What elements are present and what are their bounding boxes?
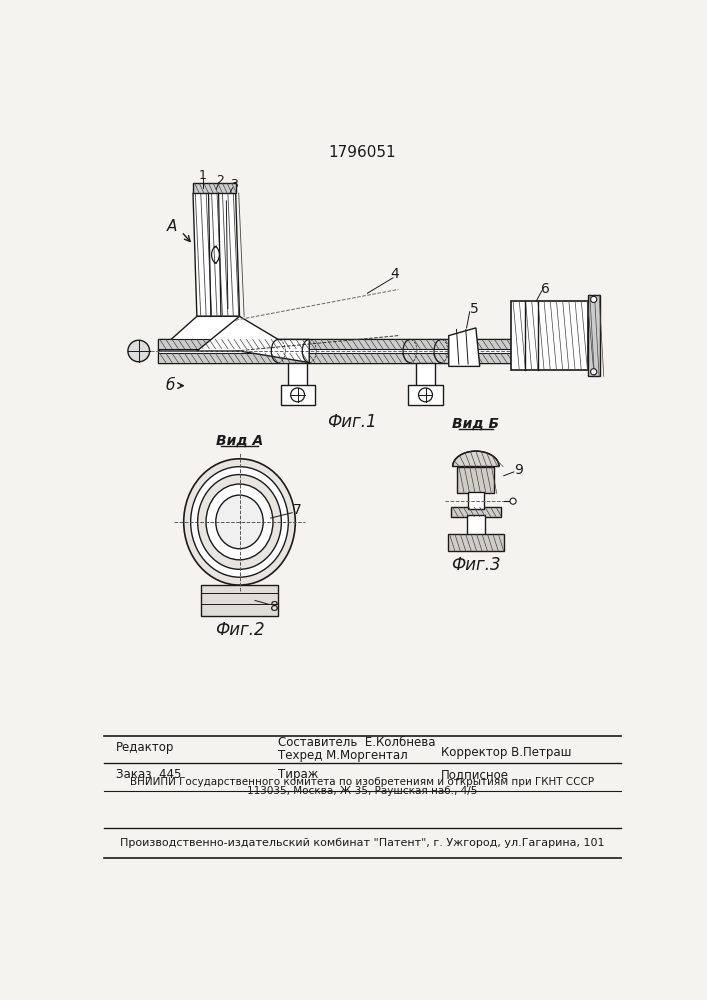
Text: Вид Б: Вид Б bbox=[452, 417, 499, 431]
Polygon shape bbox=[510, 301, 588, 370]
Text: 6: 6 bbox=[541, 282, 550, 296]
Polygon shape bbox=[158, 316, 271, 351]
Text: Подписное: Подписное bbox=[441, 768, 509, 781]
Text: Корректор В.Петраш: Корректор В.Петраш bbox=[441, 746, 571, 759]
Text: 3: 3 bbox=[230, 178, 238, 191]
Ellipse shape bbox=[184, 459, 296, 585]
Text: Производственно-издательский комбинат "Патент", г. Ужгород, ул.Гагарина, 101: Производственно-издательский комбинат "П… bbox=[119, 838, 604, 848]
Polygon shape bbox=[452, 451, 499, 466]
Circle shape bbox=[510, 498, 516, 504]
Text: Редактор: Редактор bbox=[115, 741, 174, 754]
Polygon shape bbox=[158, 353, 510, 363]
Bar bbox=[409, 385, 443, 405]
Ellipse shape bbox=[216, 495, 263, 549]
Bar bbox=[201, 585, 279, 616]
Text: 7: 7 bbox=[293, 503, 302, 517]
Bar bbox=[467, 515, 485, 536]
Text: Тираж: Тираж bbox=[279, 768, 319, 781]
Text: Фиг.3: Фиг.3 bbox=[451, 556, 501, 574]
Polygon shape bbox=[588, 295, 600, 376]
Text: 1796051: 1796051 bbox=[328, 145, 396, 160]
Polygon shape bbox=[193, 193, 240, 316]
Circle shape bbox=[590, 369, 597, 375]
Text: Техред М.Моргентал: Техред М.Моргентал bbox=[279, 749, 408, 762]
Ellipse shape bbox=[206, 484, 273, 560]
Circle shape bbox=[419, 388, 433, 402]
Text: 5: 5 bbox=[470, 302, 479, 316]
Bar bbox=[288, 363, 307, 386]
Text: 8: 8 bbox=[270, 600, 279, 614]
Text: А: А bbox=[167, 219, 177, 234]
Ellipse shape bbox=[191, 467, 288, 577]
Circle shape bbox=[128, 340, 150, 362]
Polygon shape bbox=[158, 339, 510, 363]
Polygon shape bbox=[158, 339, 510, 349]
Bar bbox=[451, 507, 501, 517]
Text: 113035, Москва, Ж-35, Раушская наб., 4/5: 113035, Москва, Ж-35, Раушская наб., 4/5 bbox=[247, 786, 477, 796]
Ellipse shape bbox=[198, 475, 281, 569]
Text: 1: 1 bbox=[199, 169, 207, 182]
Bar bbox=[416, 363, 435, 386]
Polygon shape bbox=[193, 183, 235, 193]
Bar bbox=[468, 492, 484, 509]
Bar bbox=[448, 534, 504, 551]
Circle shape bbox=[291, 388, 305, 402]
Circle shape bbox=[590, 296, 597, 302]
Text: Составитель  Е.Колбнева: Составитель Е.Колбнева bbox=[279, 736, 436, 749]
Text: Заказ  445: Заказ 445 bbox=[115, 768, 181, 781]
Text: Вид А: Вид А bbox=[216, 434, 263, 448]
Text: 4: 4 bbox=[390, 267, 399, 281]
Text: ВНИИПИ Государственного комитета по изобретениям и открытиям при ГКНТ СССР: ВНИИПИ Государственного комитета по изоб… bbox=[130, 777, 594, 787]
Bar bbox=[281, 385, 315, 405]
Text: 2: 2 bbox=[216, 174, 224, 187]
Bar bbox=[457, 466, 494, 493]
Polygon shape bbox=[197, 316, 309, 363]
Text: Фиг.1: Фиг.1 bbox=[327, 413, 377, 431]
Text: Фиг.2: Фиг.2 bbox=[215, 621, 264, 639]
Text: б: б bbox=[165, 378, 175, 393]
Polygon shape bbox=[449, 328, 480, 366]
Text: 9: 9 bbox=[514, 463, 523, 477]
